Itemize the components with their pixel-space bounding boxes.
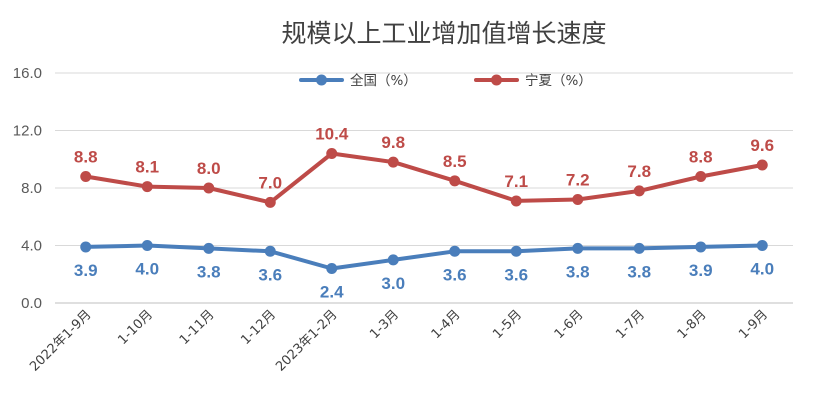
data-point: [141, 181, 153, 193]
data-point: [695, 241, 707, 253]
data-label: 4.0: [135, 260, 159, 279]
data-point: [633, 185, 645, 197]
legend-label: 宁夏（%）: [525, 72, 592, 89]
chart-title: 规模以上工业增加值增长速度: [281, 19, 606, 48]
legend-label: 全国（%）: [350, 72, 417, 89]
data-label: 3.6: [258, 265, 282, 284]
data-point: [326, 148, 338, 159]
data-point: [80, 241, 92, 253]
data-label: 3.9: [689, 261, 713, 280]
data-label: 8.0: [197, 159, 221, 178]
x-tick-label: 1-4月: [429, 307, 464, 342]
data-label: 8.5: [443, 152, 467, 171]
data-label: 7.1: [504, 172, 528, 191]
x-tick-label: 1-9月: [736, 307, 771, 342]
data-point: [572, 194, 584, 205]
x-tick-label: 1-12月: [238, 307, 279, 348]
data-point: [756, 159, 768, 171]
data-label: 7.0: [258, 173, 282, 192]
data-point: [326, 263, 338, 274]
legend: 全国（%） 宁夏（%）: [299, 72, 592, 89]
data-label: 3.8: [197, 262, 221, 281]
data-point: [387, 254, 399, 266]
data-label: 7.2: [566, 171, 590, 190]
data-point: [203, 242, 215, 254]
x-tick-label: 1-3月: [367, 307, 402, 342]
data-label: 9.6: [750, 136, 774, 155]
legend-marker: [491, 74, 502, 86]
data-label: 8.1: [135, 158, 159, 177]
data-label: 3.6: [443, 265, 467, 284]
series-layer: 3.9 4.0 3.8 3.62.4 3.0 3.6 3.6 3.8 3.8 3.9 4.08.88…: [74, 125, 774, 302]
data-point: [510, 245, 522, 257]
x-tick-label: 2023年1-2月: [273, 307, 340, 374]
series-line: [83, 151, 765, 205]
data-label: 9.8: [381, 133, 405, 152]
data-point: [203, 182, 215, 194]
x-tick-label: 1-10月: [115, 307, 156, 348]
data-point: [695, 171, 707, 182]
data-point: [387, 156, 399, 168]
series-line: [83, 243, 765, 271]
y-axis: 0.0 4.0 8.0 12.0 16.0: [13, 65, 42, 312]
y-tick-label: 0.0: [21, 295, 42, 312]
y-tick-label: 16.0: [13, 65, 42, 82]
data-point: [141, 240, 153, 251]
x-tick-label: 2022年1-9月: [27, 307, 94, 374]
y-tick-label: 8.0: [21, 180, 42, 197]
data-label: 8.8: [74, 148, 98, 167]
data-point: [572, 242, 584, 254]
data-point: [80, 171, 92, 182]
x-tick-label: 1-6月: [552, 307, 587, 342]
x-tick-label: 1-7月: [613, 307, 648, 342]
x-tick-label: 1-11月: [177, 307, 218, 348]
data-label: 3.6: [504, 265, 528, 284]
series-1: 3.9 4.0 3.8 3.6 2.4 3.0 3.6 3.6 3.8 3.8 3.9 4.0: [74, 240, 774, 302]
data-label: 3.0: [381, 274, 405, 293]
data-label: 2.4: [320, 283, 344, 302]
data-label: 3.8: [566, 262, 590, 281]
y-tick-label: 12.0: [13, 123, 42, 140]
data-point: [449, 245, 461, 257]
data-label: 8.8: [689, 148, 713, 167]
data-label: 3.9: [74, 261, 98, 280]
data-label: 7.8: [627, 162, 651, 181]
data-point: [449, 175, 461, 187]
data-label: 10.4: [315, 125, 349, 144]
data-label: 4.0: [750, 260, 774, 279]
x-tick-label: 1-8月: [675, 307, 710, 342]
data-point: [633, 242, 645, 254]
data-label: 3.8: [627, 262, 651, 281]
x-tick-label: 1-5月: [490, 307, 525, 342]
y-tick-label: 4.0: [21, 238, 42, 255]
data-point: [264, 196, 276, 208]
data-point: [510, 195, 522, 207]
series-2: 8.8 8.1 8.0 7.0 10.4 9.8 8.5 7.1 7.2 7.8 8.8 9.6: [74, 125, 774, 208]
data-point: [756, 240, 768, 251]
data-point: [264, 245, 276, 257]
legend-marker: [316, 74, 327, 86]
